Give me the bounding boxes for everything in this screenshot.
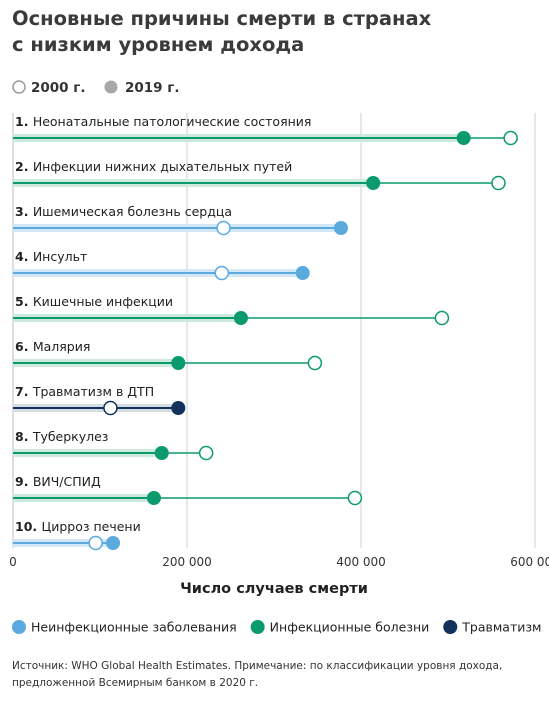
- chart-title-line-1: Основные причины смерти в странах: [12, 7, 432, 30]
- category-name-2: Инфекции нижних дыхательных путей: [33, 159, 292, 174]
- category-rank-2: 2.: [15, 159, 33, 174]
- category-rank-9: 9.: [15, 474, 33, 489]
- category-label-5: 5. Кишечные инфекции: [15, 294, 173, 309]
- marker-2019-9: [146, 491, 161, 505]
- x-tick-label-2: 400 000: [336, 555, 386, 569]
- marker-2000-7: [103, 400, 118, 416]
- dumbbell-chart: 2000 г. 2019 г. 0 200 000 400 000 600 000 Числ…: [9, 80, 549, 635]
- marker-2019-8: [154, 446, 169, 460]
- category-name-6: Малярия: [33, 339, 91, 354]
- marker-2000-8: [198, 445, 214, 461]
- marker-2000-4: [214, 265, 230, 281]
- x-tick-label-1: 200 000: [162, 555, 212, 569]
- category-label-4: 4. Инсульт: [15, 249, 87, 264]
- category-rank-5: 5.: [15, 294, 33, 309]
- category-label-8: 8. Туберкулез: [15, 429, 108, 444]
- category-rank-3: 3.: [15, 204, 33, 219]
- group-legend-marker-infectious: [250, 620, 265, 634]
- category-label-2: 2. Инфекции нижних дыхательных путей: [15, 159, 292, 174]
- marker-2000-10: [88, 535, 103, 551]
- marker-2019-1: [456, 131, 471, 145]
- legend-2019-marker: [104, 80, 118, 94]
- legend-2019-label: 2019 г.: [125, 80, 179, 96]
- category-name-3: Ишемическая болезнь сердца: [33, 204, 232, 219]
- category-label-6: 6. Малярия: [15, 339, 90, 354]
- category-name-8: Туберкулез: [32, 429, 109, 444]
- marker-2019-10: [106, 536, 121, 550]
- category-name-10: Цирроз печени: [42, 519, 141, 534]
- x-tick-label-3: 600 000: [510, 555, 549, 569]
- marker-2000-6: [307, 355, 323, 371]
- group-legend-marker-injury: [443, 620, 458, 634]
- category-rank-7: 7.: [15, 384, 33, 399]
- group-legend-marker-noninfectious: [12, 620, 26, 634]
- x-tick-label-0: 0: [9, 555, 17, 569]
- chart-title-line-2: с низким уровнем дохода: [12, 33, 305, 56]
- marker-2019-7: [171, 401, 186, 415]
- category-label-9: 9. ВИЧ/СПИД: [15, 474, 101, 489]
- chart-title: Основные причины смерти в странах с низк…: [12, 6, 532, 58]
- category-name-1: Неонатальные патологические состояния: [33, 114, 312, 129]
- category-label-10: 10. Цирроз печени: [15, 519, 141, 534]
- marker-2000-2: [491, 175, 506, 191]
- marker-2000-9: [347, 490, 363, 506]
- category-rank-4: 4.: [15, 249, 33, 264]
- group-legend-label-infectious: Инфекционные болезни: [270, 620, 430, 635]
- category-rank-8: 8.: [15, 429, 33, 444]
- category-name-5: Кишечные инфекции: [33, 294, 173, 309]
- category-label-3: 3. Ишемическая болезнь сердца: [15, 204, 232, 219]
- category-label-1: 1. Неонатальные патологические состояния: [15, 114, 311, 129]
- category-label-7: 7. Травматизм в ДТП: [15, 384, 154, 399]
- marker-2019-2: [366, 176, 381, 190]
- category-name-9: ВИЧ/СПИД: [33, 474, 101, 489]
- marker-2000-3: [216, 220, 231, 236]
- x-axis-title: Число случаев смерти: [180, 581, 368, 597]
- category-rank-10: 10.: [15, 519, 42, 534]
- legend-2000-label: 2000 г.: [31, 80, 85, 96]
- marker-2019-5: [233, 311, 248, 325]
- marker-2000-5: [434, 310, 450, 326]
- marker-2019-4: [295, 266, 310, 280]
- category-rank-1: 1.: [15, 114, 33, 129]
- category-name-4: Инсульт: [33, 249, 87, 264]
- group-legend-label-noninfectious: Неинфекционные заболевания: [31, 620, 237, 635]
- group-legend-label-injury: Травматизм: [461, 620, 541, 635]
- category-rank-6: 6.: [15, 339, 33, 354]
- marker-2019-6: [171, 356, 186, 370]
- marker-2000-1: [503, 130, 518, 146]
- legend-2000-marker: [12, 80, 26, 94]
- marker-2019-3: [333, 221, 348, 235]
- category-name-7: Травматизм в ДТП: [32, 384, 154, 399]
- source-note: Источник: WHO Global Health Estimates. П…: [12, 660, 503, 689]
